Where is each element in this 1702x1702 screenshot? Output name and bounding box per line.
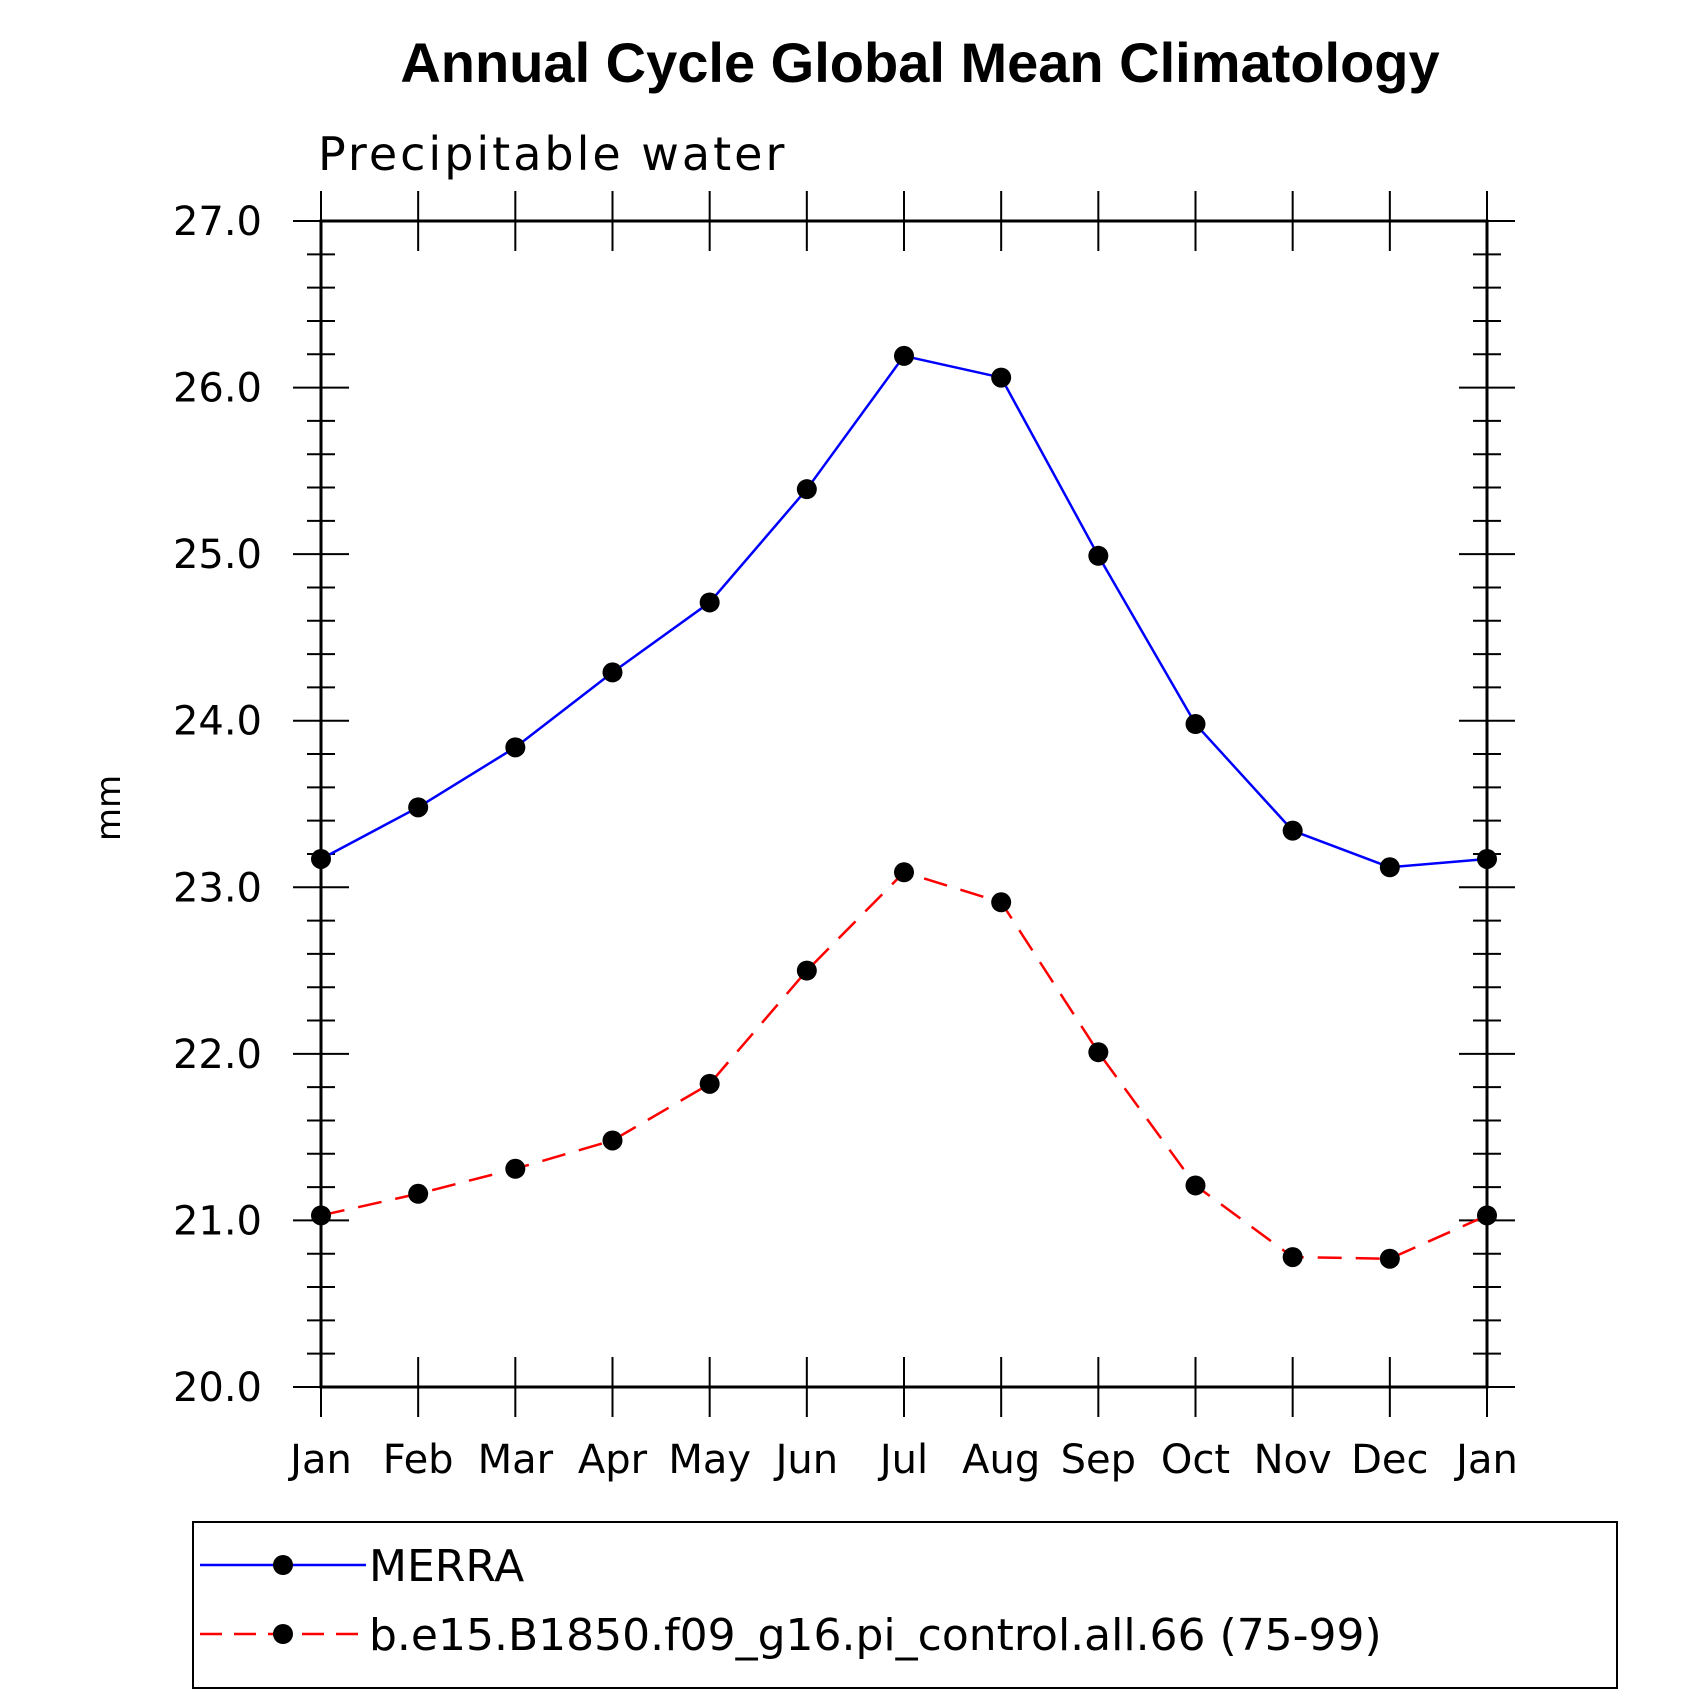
data-point [408,797,429,818]
chart-title: Annual Cycle Global Mean Climatology [400,31,1439,94]
legend-marker [273,1555,293,1575]
data-point [699,1073,720,1094]
y-tick-label: 21.0 [173,1198,262,1244]
y-tick-label: 25.0 [173,532,262,578]
x-tick-label: Sep [1061,1437,1136,1483]
plot-area [319,219,1489,1389]
data-point [505,737,526,758]
x-tick-label: Nov [1254,1437,1332,1483]
x-tick-label: Aug [962,1437,1040,1483]
data-point [894,345,914,366]
plot-frame [319,219,1489,1389]
data-point [505,1158,526,1179]
data-point [1379,857,1400,878]
data-point [311,1205,331,1226]
data-point [1282,1247,1303,1268]
data-point [796,960,817,981]
series-1 [311,345,1497,878]
data-point [1088,545,1109,566]
x-tick-label: Feb [383,1437,454,1483]
data-point [894,862,914,883]
x-tick-label: Jun [773,1437,839,1483]
y-tick-label: 22.0 [173,1032,262,1078]
y-axis-label: mm [89,775,129,841]
series-line [320,871,1488,1260]
x-tick-label: Jan [287,1437,352,1483]
series-2 [311,862,1497,1269]
y-tick-labels: 20.0 21.0 22.0 23.0 24.0 25.0 26.0 27.0 [173,199,262,1411]
data-point [1088,1042,1109,1063]
data-point [602,1130,623,1151]
x-tick-label: Dec [1351,1437,1428,1483]
data-point [1282,820,1303,841]
y-tick-label: 26.0 [173,366,262,412]
axis-ticks [293,191,1515,1417]
data-point [311,848,331,869]
data-point [796,479,817,500]
x-tick-label: Oct [1161,1437,1230,1483]
x-tick-labels: Jan Feb Mar Apr May Jun Jul Aug Sep Oct Nov Dec Jan [287,1437,1518,1483]
chart-subtitle: Precipitable water [318,127,787,181]
x-tick-label: Mar [478,1437,554,1483]
series-group [311,345,1497,1269]
y-tick-label: 23.0 [173,865,262,911]
data-point [699,592,720,613]
legend-box [192,1521,1618,1689]
data-point [408,1183,429,1204]
data-point [1185,1175,1206,1196]
x-tick-label: May [668,1437,751,1483]
legend-marker [273,1624,293,1644]
x-tick-label: Apr [578,1437,648,1483]
x-tick-label: Jul [877,1437,928,1483]
series-line [320,354,1488,869]
data-point [1477,848,1497,869]
y-tick-label: 27.0 [173,199,262,245]
data-point [991,892,1012,913]
data-point [1379,1248,1400,1269]
data-point [602,662,623,683]
data-point [1185,714,1206,735]
x-tick-label: Jan [1453,1437,1518,1483]
legend: MERRA b.e15.B1850.f09_g16.pi_control.all.… [192,1521,1618,1689]
y-tick-label: 20.0 [173,1365,262,1411]
data-point [1477,1205,1497,1226]
legend-label: b.e15.B1850.f09_g16.pi_control.all.66 (7… [369,1610,1382,1661]
data-point [991,367,1012,388]
y-tick-label: 24.0 [173,699,262,745]
legend-label: MERRA [369,1541,524,1592]
